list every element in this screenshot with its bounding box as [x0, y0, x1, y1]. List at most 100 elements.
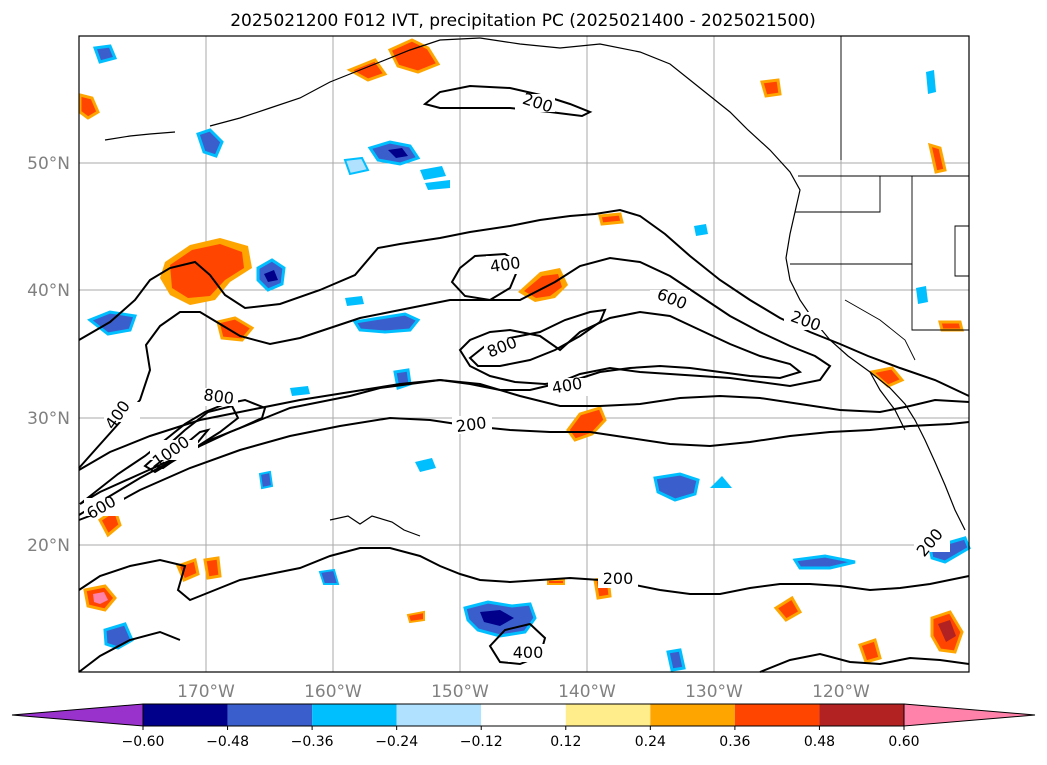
colorbar-extend-low	[11, 703, 144, 727]
svg-text:200: 200	[603, 569, 634, 588]
ivt-contour-southwest	[78, 630, 181, 673]
precip-patch	[318, 568, 340, 585]
precip-patch	[196, 128, 224, 158]
colorbar-tick-label: −0.36	[291, 734, 334, 750]
precip-patch	[92, 44, 118, 64]
border-california-nevada	[844, 299, 916, 361]
coastline-alaska-south	[209, 37, 481, 127]
contour-label: 400	[508, 643, 548, 662]
precip-patch	[345, 296, 364, 306]
map-panel: 200 400 600 200 800 400	[78, 35, 971, 673]
precip-patch	[926, 70, 936, 94]
precip-patch	[203, 556, 222, 580]
precip-patch	[710, 476, 732, 488]
ivt-contour-400-main	[78, 256, 832, 516]
ivt-contour-200-north	[422, 84, 593, 118]
precip-patch	[170, 244, 244, 298]
coastline-north-america-west	[479, 37, 966, 531]
precip-patch	[480, 610, 514, 626]
colorbar-tick-label: −0.24	[375, 734, 418, 750]
precip-patch	[258, 470, 274, 490]
precip-patch	[858, 638, 882, 664]
colorbar-segment	[143, 704, 228, 726]
precip-patch	[938, 620, 956, 642]
contour-label: 200	[598, 569, 638, 588]
ivt-contour-600-main	[458, 310, 803, 386]
svg-text:800: 800	[202, 385, 235, 408]
svg-text:400: 400	[489, 253, 522, 276]
colorbar-segment	[650, 704, 735, 726]
ivt-contour-200-southern	[78, 416, 970, 521]
precip-patch	[290, 386, 310, 396]
precip-patch	[346, 58, 388, 82]
colorbar-outline	[142, 703, 905, 727]
precip-patch	[773, 595, 803, 622]
coastline-hawaii	[329, 515, 421, 537]
lat-label-40n: 40°N	[27, 281, 70, 301]
colorbar-tick-label: 0.36	[719, 734, 750, 750]
colorbar-segment	[312, 704, 397, 726]
ivt-contour-200-tropics	[78, 547, 970, 602]
colorbar-ticks: −0.60 −0.48 −0.36 −0.24 −0.12 0.12 0.24 0.36 0.4…	[122, 726, 920, 750]
precip-patch	[420, 166, 446, 180]
svg-text:200: 200	[455, 413, 488, 436]
latitude-labels: 50°N 40°N 30°N 20°N	[27, 154, 70, 556]
border-washington-oregon	[795, 176, 881, 213]
colorbar-segment	[565, 704, 651, 726]
lon-label-160w: 160°W	[304, 682, 362, 702]
coastline-baja	[869, 371, 906, 431]
colorbar-tick-label: 0.48	[804, 734, 835, 750]
colorbar-tick-label: 0.60	[888, 734, 919, 750]
ivt-contour-200-south	[78, 378, 970, 471]
precip-patch	[216, 316, 255, 342]
precip-patch	[87, 310, 138, 336]
colorbar-segment	[734, 704, 820, 726]
precip-patch	[388, 148, 408, 158]
colorbar-tick-label: −0.60	[122, 734, 165, 750]
lat-label-50n: 50°N	[27, 154, 70, 174]
precip-patch	[792, 554, 856, 570]
colorbar-tick-label: −0.12	[460, 734, 503, 750]
precip-patch	[387, 38, 441, 74]
svg-text:400: 400	[513, 643, 544, 662]
lat-label-20n: 20°N	[27, 536, 70, 556]
precip-patch	[927, 142, 947, 174]
lon-label-150w: 150°W	[431, 682, 489, 702]
precip-patch	[653, 472, 700, 502]
precip-patch	[264, 270, 278, 282]
precip-patch	[938, 320, 964, 332]
precip-patch	[406, 610, 425, 624]
contour-label: 400	[486, 253, 526, 276]
colorbar-segment	[819, 704, 904, 726]
precip-patch	[694, 224, 708, 236]
precip-patch	[78, 93, 100, 120]
lon-label-120w: 120°W	[812, 682, 870, 702]
colorbar-segment	[227, 704, 313, 726]
colorbar-extend-high	[903, 703, 1036, 727]
longitude-labels: 170°W 160°W 150°W 140°W 130°W 120°W	[177, 682, 870, 702]
colorbar-tick-label: −0.48	[206, 734, 249, 750]
lon-label-170w: 170°W	[177, 682, 235, 702]
coastlines	[104, 37, 966, 537]
precip-patch	[598, 212, 624, 226]
contour-label: 400	[548, 374, 588, 398]
coastline-aleutians	[104, 131, 176, 141]
map-frame	[78, 35, 970, 673]
border-nevada	[911, 264, 969, 331]
precip-patch	[415, 458, 436, 472]
precip-patch	[352, 312, 421, 334]
colorbar-tick-label: 0.24	[635, 734, 666, 750]
precip-patch	[760, 78, 782, 98]
precip-negative-patches	[87, 44, 971, 672]
precip-patch	[93, 592, 108, 604]
colorbar-tick-label: 0.12	[550, 734, 581, 750]
contour-label: 400	[101, 397, 140, 433]
contour-label: 200	[452, 413, 492, 436]
precip-patch	[666, 648, 686, 672]
ivt-contour-400-west	[450, 252, 522, 302]
precip-patch	[343, 156, 370, 176]
precip-patch	[425, 180, 450, 190]
precip-patch	[547, 579, 565, 585]
precip-patch	[868, 366, 905, 388]
